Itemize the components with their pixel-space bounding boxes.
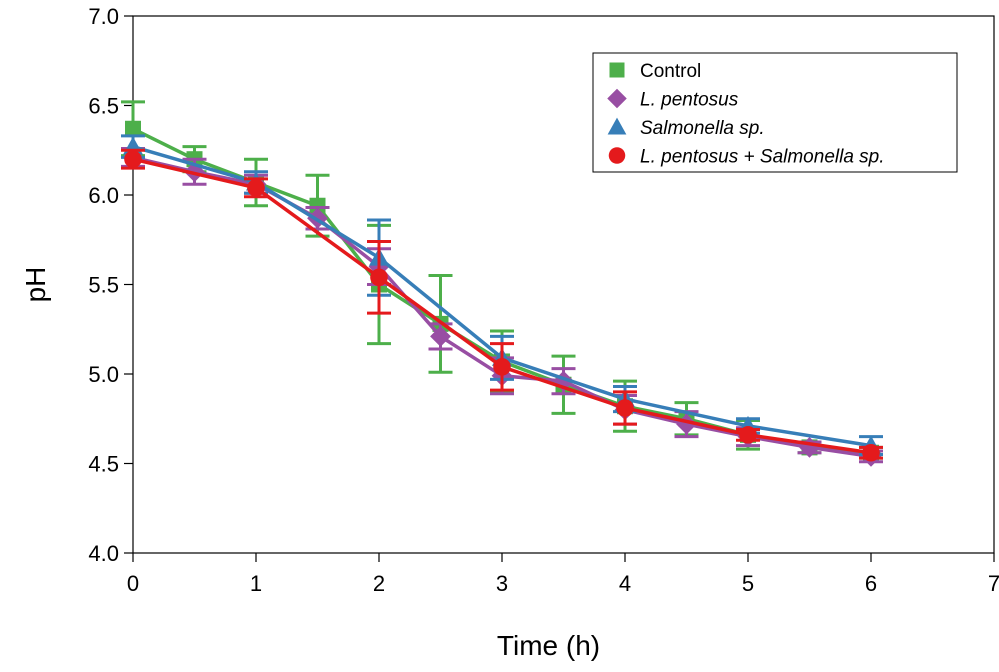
x-tick-label: 5 <box>742 571 754 596</box>
legend-marker <box>609 62 625 78</box>
x-tick-label: 4 <box>619 571 631 596</box>
data-point <box>309 197 326 214</box>
x-tick-label: 7 <box>988 571 999 596</box>
legend-label: L. pentosus + Salmonella sp. <box>640 147 885 168</box>
legend-marker <box>607 88 627 109</box>
data-point <box>676 413 697 435</box>
y-tick-label: 5.5 <box>88 273 119 298</box>
y-tick-label: 4.5 <box>88 452 119 477</box>
series-4 <box>121 148 883 462</box>
x-tick-label: 2 <box>373 571 385 596</box>
x-tick-label: 0 <box>127 571 139 596</box>
data-point <box>430 326 451 347</box>
data-point <box>124 150 142 168</box>
data-point <box>862 443 880 462</box>
x-axis-title: Time (h) <box>497 630 600 661</box>
legend: Control L. pentosus Salmonella sp. L. pento… <box>592 52 958 173</box>
axes: 0 1 2 3 4 5 6 7 4.0 4.5 5.0 5.5 6.0 6.5 7.0 Time (h) pH <box>20 4 999 661</box>
y-axis-title: pH <box>20 267 51 303</box>
data-point <box>370 268 388 287</box>
x-tick-label: 3 <box>496 571 508 596</box>
legend-label: L. pentosus <box>640 90 739 111</box>
y-tick-label: 6.5 <box>88 94 119 119</box>
x-tick-label: 6 <box>865 571 877 596</box>
x-tick-label: 1 <box>250 571 262 596</box>
data-point <box>247 179 265 197</box>
series-line <box>132 155 872 459</box>
legend-marker <box>608 147 626 164</box>
legend-marker <box>607 117 627 135</box>
legend-box <box>592 52 958 173</box>
data-point <box>125 120 141 137</box>
y-tick-label: 4.0 <box>88 541 119 566</box>
data-point <box>616 399 634 417</box>
y-tick-label: 5.0 <box>88 362 119 387</box>
legend-label: Salmonella sp. <box>640 118 765 139</box>
legend-label: Control <box>640 61 701 82</box>
data-point <box>739 426 757 444</box>
data-point <box>493 358 511 376</box>
y-tick-label: 7.0 <box>88 4 119 29</box>
y-tick-label: 6.0 <box>88 183 119 208</box>
series-line <box>132 144 872 448</box>
series-line <box>132 157 872 455</box>
series-2 <box>121 146 883 467</box>
series-layer <box>121 100 883 467</box>
